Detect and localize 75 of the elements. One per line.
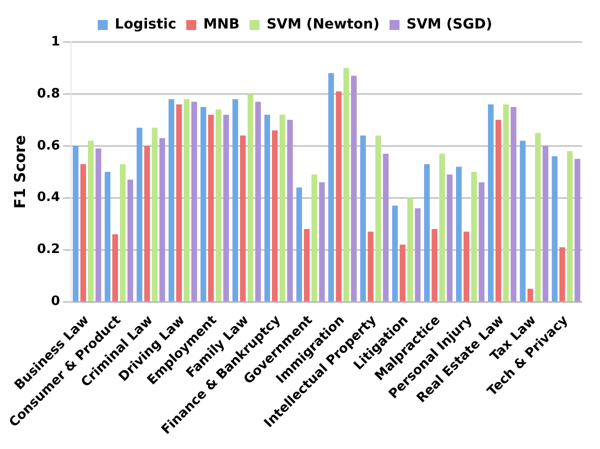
bar [478, 182, 484, 302]
bar [392, 206, 398, 302]
bar [360, 136, 366, 302]
bar [471, 172, 477, 302]
bar [159, 138, 166, 302]
bar [296, 187, 302, 302]
bar [328, 73, 334, 302]
bar [456, 166, 462, 302]
bar [104, 172, 110, 302]
bar [535, 132, 541, 302]
bar [304, 229, 310, 302]
legend-label: SVM (SGD) [406, 16, 492, 33]
y-tick-label: 1 [50, 34, 60, 50]
bar [566, 151, 573, 302]
bar [336, 91, 342, 302]
bar [168, 99, 174, 302]
bar [240, 136, 246, 302]
bar [574, 158, 580, 302]
bar [439, 154, 445, 302]
bar [72, 146, 78, 302]
bar [424, 164, 430, 302]
bar [527, 288, 534, 302]
bar [552, 156, 558, 302]
y-tick-label: 0.6 [37, 138, 60, 154]
bar [120, 164, 126, 302]
bar [496, 120, 502, 302]
bar [351, 76, 357, 302]
bar [343, 68, 350, 302]
bar [112, 234, 118, 302]
y-tick-label: 0 [50, 294, 60, 310]
bar [280, 114, 286, 302]
bar [368, 232, 374, 302]
bar [80, 164, 86, 302]
legend-label: MNB [203, 16, 240, 33]
bar [191, 102, 198, 302]
bar [144, 146, 150, 302]
bar [446, 174, 453, 302]
y-tick-label: 0.2 [37, 242, 60, 258]
bar [464, 232, 470, 302]
bar [414, 208, 421, 302]
bar [311, 174, 318, 302]
legend-label: Logistic [114, 16, 176, 33]
bar [375, 136, 382, 302]
bar [520, 140, 526, 302]
bar [127, 180, 134, 302]
bar [319, 182, 325, 302]
bar [248, 94, 254, 302]
bar [264, 114, 270, 302]
bar [488, 104, 494, 302]
bar [510, 106, 516, 302]
bar [176, 104, 182, 302]
bar [200, 106, 206, 302]
bar [152, 128, 158, 302]
bar [255, 102, 261, 302]
bar [503, 104, 509, 302]
bar [96, 148, 102, 302]
bar [382, 154, 389, 302]
bar [223, 114, 229, 302]
bar [287, 120, 293, 302]
y-tick-label: 0.4 [37, 190, 60, 206]
bar [559, 247, 566, 302]
bar [542, 146, 548, 302]
bar [136, 128, 142, 302]
bar [184, 99, 190, 302]
bar [232, 99, 238, 302]
legend-label: SVM (Newton) [266, 16, 380, 33]
bar [400, 244, 406, 302]
bar [88, 140, 94, 302]
y-axis-title: F1 Score [10, 135, 29, 209]
bar [407, 198, 413, 302]
bar [432, 229, 438, 302]
y-tick-label: 0.8 [37, 86, 60, 102]
bar [208, 114, 214, 302]
bar [216, 110, 222, 302]
bar [272, 130, 278, 302]
